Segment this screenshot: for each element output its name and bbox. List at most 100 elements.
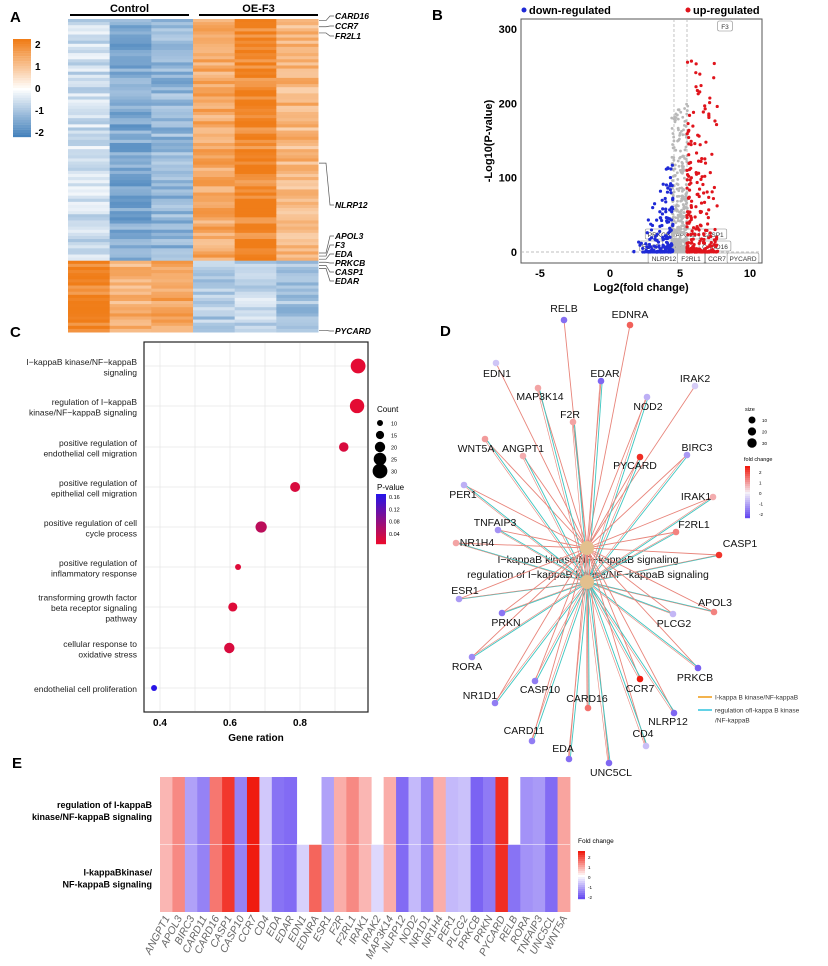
colorbar-step bbox=[13, 68, 31, 71]
point-ns bbox=[671, 179, 674, 182]
row-label-connector bbox=[319, 268, 334, 282]
heatmap-cell bbox=[193, 87, 236, 91]
heatmap-cell bbox=[276, 40, 319, 45]
heatmap-cell bbox=[109, 270, 152, 274]
point-up bbox=[698, 210, 703, 215]
point-up bbox=[712, 249, 716, 253]
point-down bbox=[662, 237, 666, 241]
heatmap-cell bbox=[193, 80, 236, 85]
legend-label: down-regulated bbox=[529, 5, 611, 17]
colorbar-step bbox=[578, 875, 585, 878]
colorbar-step bbox=[578, 885, 585, 888]
heatmap-cell bbox=[109, 40, 152, 45]
heatmap-cell bbox=[151, 167, 194, 172]
heatmap-cell bbox=[193, 49, 236, 54]
heatmap-cell bbox=[520, 844, 534, 912]
heatmap-cell bbox=[151, 96, 194, 101]
point-up bbox=[709, 241, 713, 245]
edge-ikb bbox=[586, 547, 647, 747]
point-down bbox=[664, 247, 668, 252]
heatmap-cell bbox=[184, 844, 198, 912]
heatmap-cell bbox=[193, 223, 236, 228]
point-up bbox=[698, 90, 702, 94]
gene-node bbox=[605, 759, 613, 767]
point-up bbox=[687, 182, 692, 187]
heatmap-cell bbox=[68, 31, 111, 35]
heatmap-cell bbox=[68, 40, 111, 45]
point-ns bbox=[683, 176, 686, 180]
heatmap-cell bbox=[68, 121, 111, 125]
heatmap-cell bbox=[151, 46, 194, 51]
colorbar-step bbox=[745, 490, 750, 493]
heatmap-cell bbox=[259, 844, 273, 912]
heatmap-cell bbox=[276, 180, 319, 184]
heatmap-cell bbox=[151, 111, 194, 116]
point-up bbox=[697, 171, 701, 175]
point-ns bbox=[681, 165, 685, 169]
point-up bbox=[702, 237, 706, 242]
point-up bbox=[685, 178, 689, 182]
colorbar-tick: 0.16 bbox=[389, 495, 400, 501]
row-label: CCR7 bbox=[335, 21, 359, 31]
point-ns bbox=[678, 133, 681, 137]
point-down bbox=[664, 240, 669, 244]
point-up bbox=[696, 250, 700, 254]
point-down bbox=[637, 240, 641, 244]
heatmap-cell bbox=[234, 276, 277, 280]
gene-node bbox=[636, 453, 644, 461]
edge-ikb bbox=[586, 547, 589, 709]
heatmap-cell bbox=[193, 43, 236, 48]
heatmap-cell bbox=[193, 313, 236, 318]
point-ns bbox=[676, 204, 680, 208]
heatmap-cell bbox=[276, 211, 319, 215]
row-label-connector bbox=[319, 15, 334, 21]
heatmap-cell bbox=[234, 121, 277, 125]
network-edges bbox=[454, 319, 721, 764]
heatmap-cell bbox=[151, 149, 194, 153]
edge-regulation bbox=[587, 581, 648, 747]
heatmap-cell bbox=[68, 322, 111, 327]
edge-ikb bbox=[585, 396, 647, 583]
heatmap-cell bbox=[68, 304, 111, 308]
point-ns bbox=[677, 189, 681, 193]
heatmap-cell bbox=[68, 307, 111, 311]
heatmap-cell bbox=[276, 316, 319, 321]
point-label-box bbox=[717, 20, 733, 32]
heatmap-cell bbox=[68, 37, 111, 42]
heatmap-cell bbox=[151, 226, 194, 231]
point-ns bbox=[676, 199, 679, 203]
point-ns bbox=[681, 187, 685, 191]
point-ns bbox=[684, 119, 688, 123]
gene-label: CARD11 bbox=[504, 725, 545, 737]
heatmap-cell bbox=[68, 239, 111, 243]
heatmap-cell bbox=[234, 229, 277, 234]
heatmap-cell bbox=[151, 121, 194, 125]
x-tick: -5 bbox=[535, 268, 545, 280]
y-tick: 100 bbox=[499, 173, 517, 185]
edge-ikb bbox=[585, 454, 687, 583]
colorbar-step bbox=[376, 522, 386, 525]
point-ns bbox=[683, 232, 686, 236]
edge-regulation bbox=[587, 531, 678, 583]
gene-node bbox=[528, 737, 536, 745]
term-label: oxidative stress bbox=[78, 649, 137, 659]
heatmap-cell bbox=[193, 124, 236, 128]
heatmap-cell bbox=[276, 235, 319, 240]
heatmap-cell bbox=[234, 90, 277, 94]
edge-legend-label: /NF-kappaB bbox=[715, 718, 750, 725]
point-down bbox=[655, 250, 659, 254]
point-up bbox=[714, 243, 719, 247]
heatmap-cell bbox=[68, 142, 111, 147]
colorbar-step bbox=[13, 107, 31, 111]
gene-node bbox=[683, 451, 691, 459]
point-down bbox=[659, 216, 663, 220]
heatmap-cell bbox=[276, 301, 319, 305]
heatmap-cell bbox=[193, 111, 236, 116]
point-down bbox=[665, 236, 670, 241]
colorbar-step bbox=[745, 474, 750, 477]
heatmap-cell bbox=[68, 152, 111, 156]
point-ns bbox=[684, 135, 688, 139]
heatmap-cell bbox=[151, 195, 194, 200]
colorbar-step bbox=[376, 508, 386, 511]
